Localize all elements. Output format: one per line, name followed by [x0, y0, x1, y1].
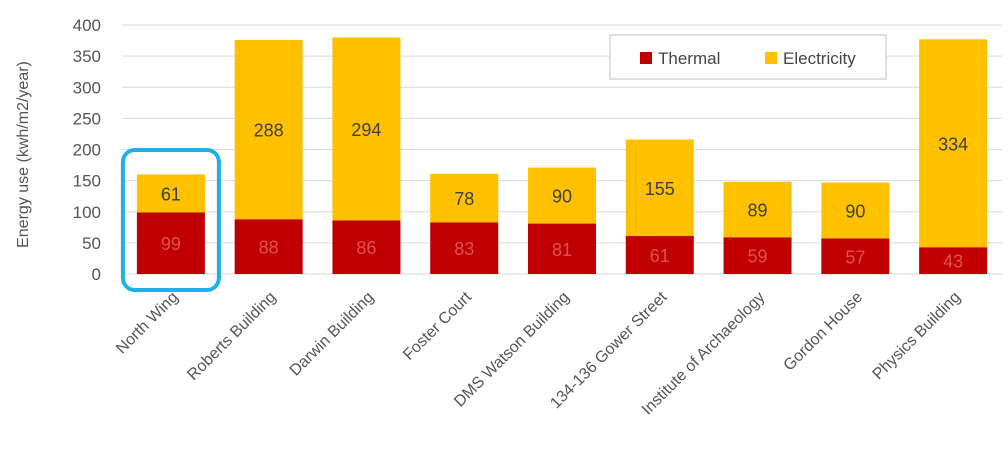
category-label: Roberts Building — [184, 289, 279, 384]
data-label-electricity: 334 — [938, 134, 968, 154]
bar-thermal-2 — [332, 220, 401, 274]
bar-thermal-7 — [821, 238, 890, 274]
legend-box — [609, 34, 887, 80]
bar-electricity-8 — [919, 39, 988, 248]
category-labels: North Wing Roberts Building Darwin Buildin… — [113, 288, 964, 418]
data-label-electricity: 155 — [645, 179, 675, 199]
data-label-electricity: 288 — [254, 121, 284, 141]
data-label-thermal: 59 — [748, 247, 768, 267]
data-label-thermal: 83 — [454, 239, 474, 259]
data-labels: 99 61 88 288 86 294 83 78 81 90 61 155 59 89 57 90 43 334 — [161, 120, 968, 272]
y-tick-label: 400 — [73, 16, 101, 35]
y-axis-label: Energy use (kwh/m2/year) — [15, 61, 32, 248]
bar-electricity-1 — [234, 39, 303, 220]
category-label: Foster Court — [400, 288, 475, 363]
bar-electricity-3 — [430, 173, 499, 223]
y-tick-label: 350 — [73, 47, 101, 66]
data-label-thermal: 81 — [552, 240, 572, 260]
category-label: Gordon House — [781, 289, 867, 375]
legend-swatch-thermal — [640, 52, 652, 64]
bar-thermal-4 — [528, 223, 596, 274]
bar-thermal-0 — [136, 212, 205, 274]
y-tick-label: 300 — [73, 78, 101, 97]
y-tick-label: 200 — [73, 141, 101, 160]
highlight-rectangle — [120, 148, 221, 292]
bar-electricity-4 — [528, 167, 596, 224]
category-label: North Wing — [113, 289, 182, 358]
data-label-electricity: 90 — [845, 202, 865, 222]
legend-swatch-electricity — [765, 52, 777, 64]
y-axis-ticks: 0 50 100 150 200 250 300 350 400 — [73, 16, 101, 284]
y-tick-label: 250 — [73, 109, 101, 128]
data-label-thermal: 57 — [845, 247, 865, 267]
bar-electricity-5 — [625, 139, 694, 237]
bar-thermal-3 — [430, 222, 499, 274]
bar-electricity-6 — [723, 181, 792, 238]
data-label-electricity: 89 — [748, 201, 768, 221]
bar-thermal-5 — [625, 236, 694, 274]
y-tick-label: 150 — [73, 172, 101, 191]
y-tick-label: 100 — [73, 203, 101, 222]
data-label-electricity: 294 — [351, 120, 381, 140]
data-label-electricity: 61 — [161, 184, 181, 204]
data-label-electricity: 90 — [552, 187, 572, 207]
category-label: Physics Building — [870, 289, 964, 383]
data-label-thermal: 61 — [650, 246, 670, 266]
data-label-electricity: 78 — [454, 189, 474, 209]
data-label-thermal: 43 — [943, 252, 963, 272]
legend: Thermal Electricity — [609, 34, 887, 80]
legend-label-thermal: Thermal — [658, 49, 720, 68]
bar-thermal-6 — [723, 237, 792, 274]
data-label-thermal: 99 — [161, 234, 181, 254]
bar-thermal-8 — [919, 247, 988, 274]
data-label-thermal: 86 — [356, 238, 376, 258]
y-tick-label: 50 — [82, 234, 101, 253]
legend-label-electricity: Electricity — [783, 49, 856, 68]
bars — [136, 37, 988, 274]
bar-electricity-0 — [136, 174, 205, 213]
y-tick-label: 0 — [92, 265, 101, 284]
highlight-box — [120, 148, 221, 292]
data-label-thermal: 88 — [259, 238, 279, 258]
bar-electricity-2 — [332, 37, 401, 221]
category-label: Darwin Building — [287, 289, 378, 380]
bar-thermal-1 — [234, 219, 303, 274]
bar-electricity-7 — [821, 182, 890, 239]
